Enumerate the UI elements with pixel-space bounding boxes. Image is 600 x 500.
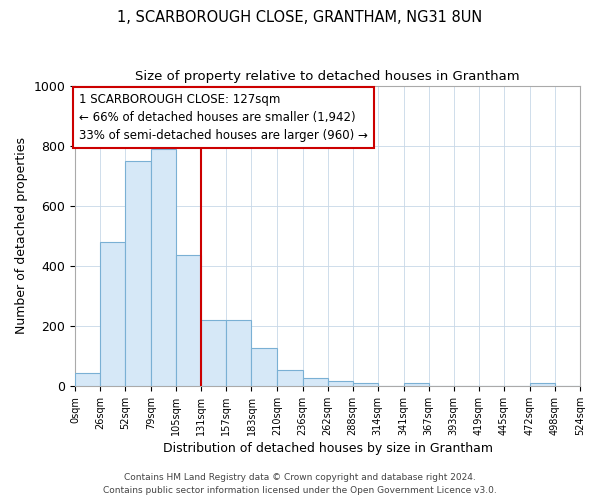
Bar bbox=[100, 242, 125, 386]
Bar bbox=[530, 383, 555, 386]
Bar bbox=[404, 383, 429, 386]
Bar bbox=[353, 383, 377, 386]
Bar bbox=[226, 320, 251, 386]
Bar bbox=[75, 374, 100, 386]
Bar bbox=[302, 378, 328, 386]
Bar bbox=[277, 370, 302, 386]
Bar bbox=[328, 382, 353, 386]
Bar bbox=[251, 348, 277, 386]
Bar bbox=[125, 160, 151, 386]
Bar bbox=[151, 148, 176, 386]
Bar bbox=[202, 320, 226, 386]
Title: Size of property relative to detached houses in Grantham: Size of property relative to detached ho… bbox=[135, 70, 520, 83]
Bar bbox=[176, 256, 202, 386]
X-axis label: Distribution of detached houses by size in Grantham: Distribution of detached houses by size … bbox=[163, 442, 493, 455]
Text: 1, SCARBOROUGH CLOSE, GRANTHAM, NG31 8UN: 1, SCARBOROUGH CLOSE, GRANTHAM, NG31 8UN bbox=[118, 10, 482, 25]
Text: 1 SCARBOROUGH CLOSE: 127sqm
← 66% of detached houses are smaller (1,942)
33% of : 1 SCARBOROUGH CLOSE: 127sqm ← 66% of det… bbox=[79, 93, 368, 142]
Y-axis label: Number of detached properties: Number of detached properties bbox=[15, 138, 28, 334]
Text: Contains HM Land Registry data © Crown copyright and database right 2024.
Contai: Contains HM Land Registry data © Crown c… bbox=[103, 474, 497, 495]
